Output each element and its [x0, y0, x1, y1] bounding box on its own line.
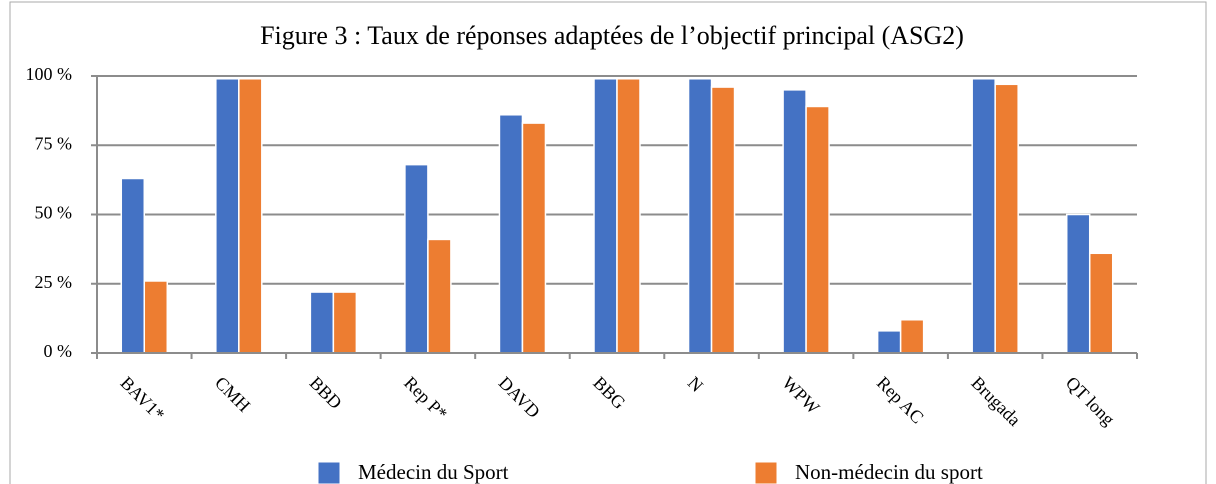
frame — [9, 1, 1207, 484]
bar — [876, 330, 902, 354]
bar — [404, 163, 429, 354]
y-tick-label: 50 % — [35, 203, 73, 223]
bar — [238, 78, 263, 354]
legend-swatch — [317, 461, 341, 484]
bar — [616, 78, 641, 354]
bar — [687, 78, 713, 354]
bar — [498, 114, 524, 354]
chart-title: Figure 3 : Taux de réponses adaptées de … — [260, 21, 964, 50]
bar — [1065, 213, 1091, 354]
x-tick-label: QT long — [1062, 373, 1119, 430]
x-tick-label: Brugada — [967, 373, 1024, 430]
bar — [899, 319, 925, 354]
x-tick-label: BBD — [306, 373, 346, 413]
bar — [782, 89, 807, 354]
bar — [710, 86, 736, 354]
bar — [521, 122, 547, 354]
x-tick-label: Rep P* — [400, 373, 451, 424]
bar — [971, 78, 996, 354]
bar — [994, 83, 1019, 354]
bar — [1088, 252, 1114, 354]
y-tick-label: 75 % — [35, 133, 73, 153]
y-tick-label: 100 % — [26, 64, 73, 84]
y-tick-label: 25 % — [35, 272, 73, 292]
x-tick-label: CMH — [211, 373, 254, 416]
x-tick-label: DAVD — [495, 373, 544, 422]
x-tick-label: N — [684, 373, 707, 396]
legend-swatch — [754, 461, 778, 484]
x-tick-label: WPW — [778, 373, 823, 418]
legend-label: Non-médecin du sport — [795, 460, 983, 484]
x-tick-label: Rep AC — [873, 373, 928, 428]
bar — [332, 291, 358, 354]
y-tick-label: 0 % — [44, 341, 73, 361]
bar — [593, 78, 618, 354]
bar — [143, 280, 169, 354]
bar — [805, 105, 830, 354]
x-tick-label: BAV1* — [117, 373, 169, 425]
bar — [309, 291, 335, 354]
bar — [120, 177, 146, 354]
x-tick-label: BBG — [589, 373, 629, 413]
legend-label: Médecin du Sport — [358, 460, 509, 484]
bar — [215, 78, 240, 354]
bar — [427, 238, 452, 354]
